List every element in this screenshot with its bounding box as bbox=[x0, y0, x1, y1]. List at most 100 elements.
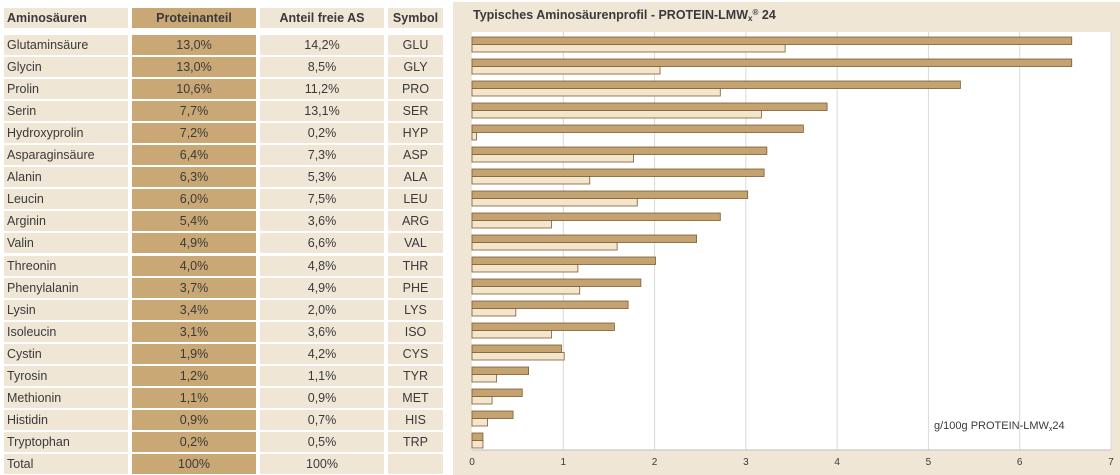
unit-label: g/100g PROTEIN-LMWx24 bbox=[934, 420, 1065, 433]
cell-symbol: TRP bbox=[388, 432, 443, 452]
cell-name: Total bbox=[4, 454, 128, 474]
bar-asp-free bbox=[471, 154, 634, 163]
cell-anteil-freie-as: 4,9% bbox=[260, 278, 384, 298]
cell-name: Asparaginsäure bbox=[4, 145, 128, 165]
cell-name: Valin bbox=[4, 233, 128, 253]
bar-cys-protein bbox=[471, 344, 562, 353]
cell-proteinanteil: 7,7% bbox=[132, 101, 256, 121]
cell-name: Alanin bbox=[4, 167, 128, 187]
cell-anteil-freie-as: 8,5% bbox=[260, 57, 384, 77]
header-proteinanteil: Proteinanteil bbox=[132, 8, 256, 28]
table-row: Tryptophan 0,2% 0,5% TRP bbox=[0, 432, 443, 452]
cell-name: Glutaminsäure bbox=[4, 35, 128, 55]
cell-name: Tyrosin bbox=[4, 366, 128, 386]
table-row: Methionin 1,1% 0,9% MET bbox=[0, 388, 443, 408]
table-row: Glutaminsäure 13,0% 14,2% GLU bbox=[0, 35, 443, 55]
header-symbol: Symbol bbox=[388, 8, 443, 28]
cell-symbol: GLU bbox=[388, 35, 443, 55]
table-row: Arginin 5,4% 3,6% ARG bbox=[0, 211, 443, 231]
cell-symbol: ISO bbox=[388, 322, 443, 342]
cell-anteil-freie-as: 5,3% bbox=[260, 167, 384, 187]
bar-phe-free bbox=[471, 286, 581, 295]
x-tick-label: 2 bbox=[652, 457, 658, 468]
table-row: Alanin 6,3% 5,3% ALA bbox=[0, 167, 443, 187]
bar-his-protein bbox=[471, 410, 514, 419]
cell-name: Glycin bbox=[4, 57, 128, 77]
cell-anteil-freie-as: 11,2% bbox=[260, 79, 384, 99]
cell-symbol: ALA bbox=[388, 167, 443, 187]
table-row: Lysin 3,4% 2,0% LYS bbox=[0, 300, 443, 320]
cell-proteinanteil: 10,6% bbox=[132, 79, 256, 99]
table-row: Leucin 6,0% 7,5% LEU bbox=[0, 189, 443, 209]
x-tick-label: 6 bbox=[1017, 457, 1023, 468]
bar-arg-protein bbox=[471, 212, 721, 221]
cell-name: Serin bbox=[4, 101, 128, 121]
cell-proteinanteil: 0,2% bbox=[132, 432, 256, 452]
table-row: Tyrosin 1,2% 1,1% TYR bbox=[0, 366, 443, 386]
cell-proteinanteil: 13,0% bbox=[132, 35, 256, 55]
cell-name: Histidin bbox=[4, 410, 128, 430]
bar-tyr-protein bbox=[471, 366, 529, 375]
bar-leu-free bbox=[471, 198, 638, 207]
cell-name: Tryptophan bbox=[4, 432, 128, 452]
cell-proteinanteil: 6,3% bbox=[132, 167, 256, 187]
table-row: Phenylalanin 3,7% 4,9% PHE bbox=[0, 278, 443, 298]
cell-anteil-freie-as: 0,9% bbox=[260, 388, 384, 408]
cell-anteil-freie-as: 3,6% bbox=[260, 211, 384, 231]
cell-proteinanteil: 1,2% bbox=[132, 366, 256, 386]
bar-iso-protein bbox=[471, 322, 615, 331]
bar-ala-free bbox=[471, 176, 591, 185]
cell-proteinanteil: 3,7% bbox=[132, 278, 256, 298]
bar-met-protein bbox=[471, 388, 523, 397]
cell-anteil-freie-as: 0,5% bbox=[260, 432, 384, 452]
cell-name: Methionin bbox=[4, 388, 128, 408]
bar-hyp-free bbox=[471, 132, 477, 141]
cell-symbol: MET bbox=[388, 388, 443, 408]
header-aminosaeuren: Aminosäuren bbox=[4, 8, 128, 28]
cell-proteinanteil: 5,4% bbox=[132, 211, 256, 231]
cell-anteil-freie-as: 4,8% bbox=[260, 256, 384, 276]
cell-anteil-freie-as: 3,6% bbox=[260, 322, 384, 342]
cell-proteinanteil: 1,1% bbox=[132, 388, 256, 408]
amino-acid-table: Aminosäuren Proteinanteil Anteil freie A… bbox=[0, 0, 443, 475]
table-row: Asparaginsäure 6,4% 7,3% ASP bbox=[0, 145, 443, 165]
bar-glu-free bbox=[471, 44, 786, 53]
bar-pro-protein bbox=[471, 80, 961, 89]
cell-name: Lysin bbox=[4, 300, 128, 320]
cell-anteil-freie-as: 0,7% bbox=[260, 410, 384, 430]
cell-proteinanteil: 13,0% bbox=[132, 57, 256, 77]
cell-anteil-freie-as: 7,5% bbox=[260, 189, 384, 209]
cell-proteinanteil: 7,2% bbox=[132, 123, 256, 143]
bar-gly-protein bbox=[471, 58, 1073, 67]
table-header-row: Aminosäuren Proteinanteil Anteil freie A… bbox=[0, 8, 443, 28]
cell-symbol: THR bbox=[388, 256, 443, 276]
bar-asp-protein bbox=[471, 146, 768, 155]
cell-symbol: HYP bbox=[388, 123, 443, 143]
cell-anteil-freie-as: 1,1% bbox=[260, 366, 384, 386]
cell-symbol: HIS bbox=[388, 410, 443, 430]
cell-proteinanteil: 4,9% bbox=[132, 233, 256, 253]
table-total-row: Total 100% 100% bbox=[0, 454, 443, 474]
bar-hyp-protein bbox=[471, 124, 804, 133]
table-row: Serin 7,7% 13,1% SER bbox=[0, 101, 443, 121]
bar-glu-protein bbox=[471, 36, 1073, 45]
bar-ser-protein bbox=[471, 102, 828, 111]
cell-anteil-freie-as: 2,0% bbox=[260, 300, 384, 320]
table-row: Prolin 10,6% 11,2% PRO bbox=[0, 79, 443, 99]
cell-anteil-freie-as: 0,2% bbox=[260, 123, 384, 143]
bar-thr-protein bbox=[471, 256, 656, 265]
x-tick-label: 5 bbox=[926, 457, 932, 468]
bar-iso-free bbox=[471, 330, 552, 339]
cell-name: Threonin bbox=[4, 256, 128, 276]
cell-symbol: ASP bbox=[388, 145, 443, 165]
bar-thr-free bbox=[471, 264, 579, 273]
cell-proteinanteil: 3,4% bbox=[132, 300, 256, 320]
cell-proteinanteil: 1,9% bbox=[132, 344, 256, 364]
bar-val-free bbox=[471, 242, 618, 251]
bar-met-free bbox=[471, 396, 493, 405]
bar-ala-protein bbox=[471, 168, 765, 177]
cell-name: Prolin bbox=[4, 79, 128, 99]
cell-symbol: GLY bbox=[388, 57, 443, 77]
cell-symbol: PHE bbox=[388, 278, 443, 298]
table-row: Isoleucin 3,1% 3,6% ISO bbox=[0, 322, 443, 342]
